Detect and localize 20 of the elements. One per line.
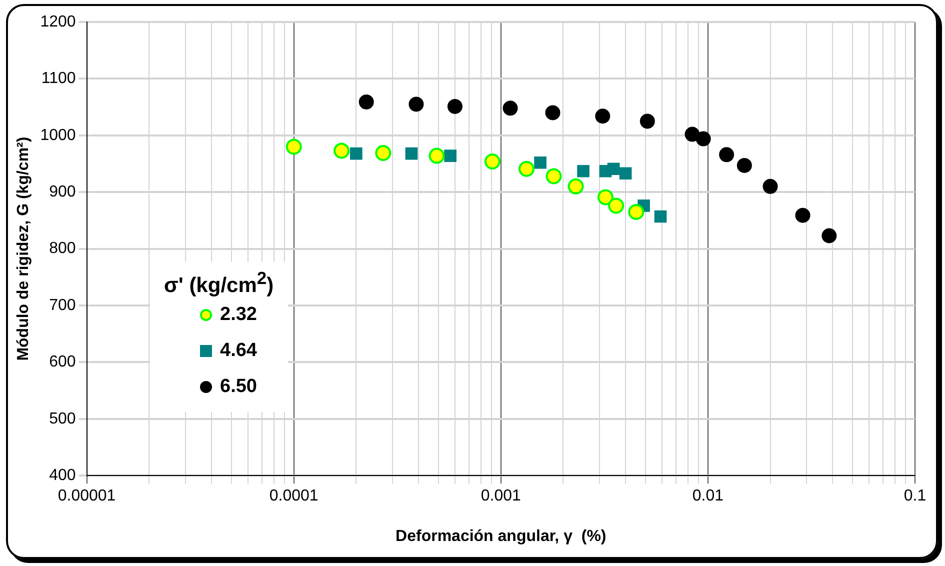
legend-title: σ' (kg/cm$^{2}$) — [163, 267, 275, 299]
x-tick-label: 0.1 — [904, 488, 926, 505]
x-axis-title: Deformación angular, γ (%) — [396, 528, 606, 545]
y-tick-label: 1100 — [41, 70, 76, 88]
x-tick-label: 0.001 — [480, 488, 522, 505]
legend-label: 4.64 — [220, 340, 257, 362]
y-tick-label: 900 — [49, 184, 76, 201]
y-axis-title: Módulo de rigidez, G (kg/cm²) — [15, 136, 32, 361]
x-tick-label: 0.01 — [692, 488, 724, 505]
y-tick-label: 1000 — [40, 126, 76, 144]
y-tick-label: 1200 — [40, 13, 76, 30]
y-tick-label: 700 — [49, 296, 76, 314]
x-tick-label: 0.00001 — [58, 488, 116, 505]
y-tick-label: 400 — [49, 467, 76, 484]
x-tick-label: 0.0001 — [269, 488, 318, 505]
y-tick-label: 600 — [49, 354, 76, 371]
y-tick-label: 500 — [49, 410, 76, 428]
legend-label: 6.50 — [220, 376, 257, 398]
legend-label: 2.32 — [220, 304, 257, 326]
y-tick-label: 800 — [49, 240, 76, 258]
